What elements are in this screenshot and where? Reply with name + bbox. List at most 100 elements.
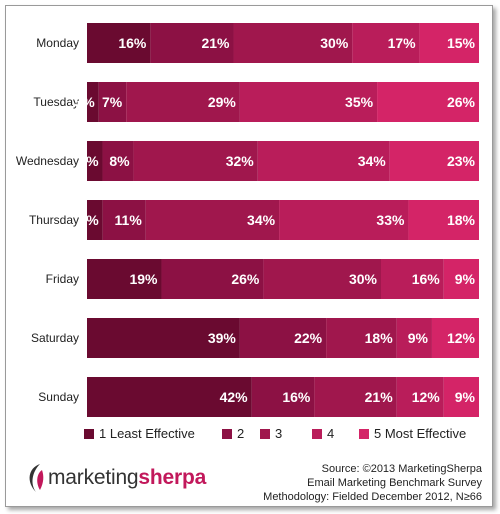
bar-row-sunday: Sunday 42% 16% 21% 12% 9% [38, 377, 479, 417]
bar-segment-friday-1 [87, 259, 162, 299]
data-label-monday-3: 30% [320, 35, 349, 51]
bar-segment-wednesday-2 [102, 141, 134, 181]
bar-row-thursday: Thursday 4% 11% 34% 33% 18% [29, 200, 479, 240]
bar-segment-tuesday-1 [87, 82, 99, 122]
legend-label-2: 2 [237, 426, 244, 441]
legend-label-3: 3 [275, 426, 282, 441]
bar-segment-thursday-2 [102, 200, 146, 240]
bar-segment-saturday-5 [431, 318, 479, 358]
data-label-tuesday-2: 7% [102, 94, 123, 110]
bar-segment-thursday-5 [408, 200, 479, 240]
data-label-monday-2: 21% [201, 35, 230, 51]
data-label-saturday-5: 12% [447, 330, 476, 346]
bar-segment-tuesday-4 [239, 82, 378, 122]
legend-item-2: 2 [222, 426, 244, 441]
legend-label-4: 4 [327, 426, 334, 441]
legend: 1 Least Effective 2 3 4 5 Most Effective [84, 426, 466, 441]
data-label-monday-1: 16% [118, 35, 147, 51]
bar-segment-monday-4 [352, 23, 420, 63]
day-label-friday: Friday [46, 272, 79, 286]
data-label-friday-1: 19% [129, 271, 158, 287]
bar-segment-sunday-1 [87, 377, 252, 417]
data-label-tuesday-3: 29% [208, 94, 237, 110]
data-label-sunday-1: 42% [220, 389, 249, 405]
data-label-thursday-4: 33% [376, 212, 405, 228]
bar-segment-monday-5 [419, 23, 479, 63]
data-label-friday-2: 26% [231, 271, 260, 287]
bar-segment-friday-4 [381, 259, 444, 299]
legend-swatch-1 [84, 429, 94, 439]
bar-segment-sunday-5 [443, 377, 479, 417]
bar-segment-thursday-1 [87, 200, 103, 240]
source-line-3: Methodology: Fielded December 2012, N≥66 [263, 491, 482, 503]
data-label-sunday-4: 12% [412, 389, 441, 405]
data-label-friday-3: 30% [349, 271, 378, 287]
bar-row-saturday: Saturday 39% 22% 18% 9% 12% [31, 318, 479, 358]
data-label-saturday-1: 39% [208, 330, 237, 346]
bar-segment-saturday-1 [87, 318, 240, 358]
bar-segment-saturday-4 [396, 318, 432, 358]
data-label-thursday-5: 18% [447, 212, 476, 228]
data-label-thursday-3: 34% [247, 212, 276, 228]
bar-segment-thursday-4 [279, 200, 409, 240]
data-label-thursday-1: 4% [78, 212, 99, 228]
day-label-thursday: Thursday [29, 213, 79, 227]
bar-segment-sunday-2 [251, 377, 315, 417]
bar-row-wednesday: Wednesday 4% 8% 32% 34% 23% [16, 141, 479, 181]
data-label-saturday-2: 22% [294, 330, 323, 346]
legend-item-4: 4 [312, 426, 334, 441]
bar-segment-monday-1 [87, 23, 151, 63]
day-label-tuesday: Tuesday [33, 95, 79, 109]
marketingsherpa-logo: marketingsherpa [24, 458, 206, 498]
bar-segment-tuesday-5 [377, 82, 479, 122]
bar-segment-saturday-2 [239, 318, 327, 358]
data-label-monday-4: 17% [388, 35, 417, 51]
data-label-wednesday-2: 8% [109, 153, 130, 169]
bar-segment-sunday-3 [314, 377, 397, 417]
day-label-saturday: Saturday [31, 331, 79, 345]
day-label-sunday: Sunday [38, 390, 79, 404]
logo-swirl-icon [29, 464, 44, 492]
bar-segment-tuesday-3 [126, 82, 240, 122]
bar-segment-wednesday-5 [389, 141, 479, 181]
bar-segment-friday-2 [161, 259, 264, 299]
legend-swatch-2 [222, 429, 232, 439]
bar-segment-sunday-4 [396, 377, 444, 417]
bar-segment-wednesday-4 [257, 141, 390, 181]
data-label-tuesday-5: 26% [447, 94, 476, 110]
data-label-saturday-3: 18% [365, 330, 394, 346]
bar-row-monday: Monday 16% 21% 30% 17% 15% [36, 23, 479, 63]
source-note: Source: ©2013 MarketingSherpa Email Mark… [263, 462, 482, 504]
legend-swatch-3 [260, 429, 270, 439]
data-label-tuesday-1: 3% [75, 94, 96, 110]
data-label-sunday-2: 16% [282, 389, 311, 405]
legend-item-3: 3 [260, 426, 282, 441]
logo-text: marketingsherpa [48, 466, 206, 490]
data-label-sunday-5: 9% [455, 389, 476, 405]
data-label-friday-4: 16% [412, 271, 441, 287]
source-line-2: Email Marketing Benchmark Survey [307, 477, 482, 489]
data-label-wednesday-1: 4% [78, 153, 99, 169]
bar-segment-monday-3 [233, 23, 353, 63]
data-label-wednesday-3: 32% [226, 153, 255, 169]
data-label-wednesday-5: 23% [447, 153, 476, 169]
bar-segment-friday-3 [263, 259, 381, 299]
bar-segment-tuesday-2 [98, 82, 127, 122]
day-label-wednesday: Wednesday [16, 154, 79, 168]
bar-row-friday: Friday 19% 26% 30% 16% 9% [46, 259, 479, 299]
bar-segment-monday-2 [150, 23, 234, 63]
data-label-friday-5: 9% [455, 271, 476, 287]
bar-segment-wednesday-3 [133, 141, 258, 181]
legend-swatch-4 [312, 429, 322, 439]
legend-item-1: 1 Least Effective [84, 426, 195, 441]
data-label-sunday-3: 21% [365, 389, 394, 405]
legend-label-1: 1 Least Effective [99, 426, 195, 441]
data-label-thursday-2: 11% [115, 212, 143, 228]
logo-word-marketing: marketing [48, 466, 139, 489]
source-line-1: Source: ©2013 MarketingSherpa [321, 463, 482, 475]
legend-item-5: 5 Most Effective [359, 426, 466, 441]
bar-segment-saturday-3 [326, 318, 397, 358]
data-label-tuesday-4: 35% [345, 94, 374, 110]
